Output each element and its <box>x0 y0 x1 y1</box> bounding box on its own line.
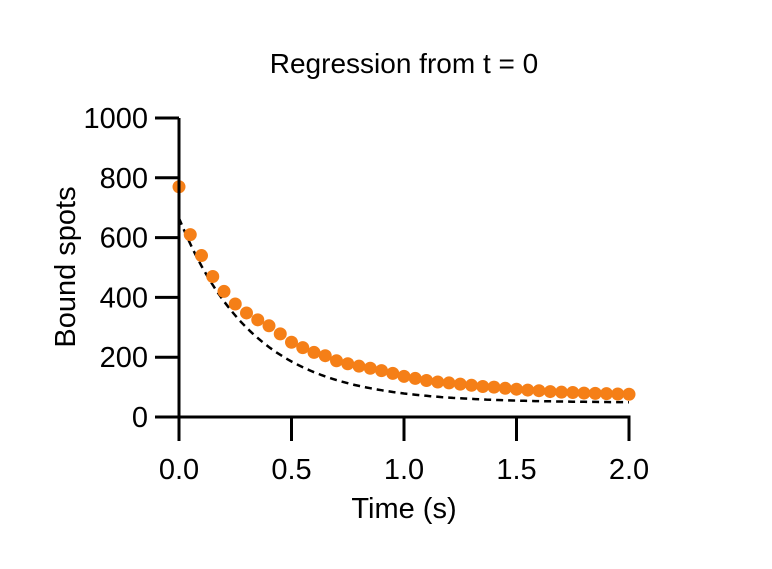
data-point <box>273 327 287 341</box>
data-point <box>228 297 242 311</box>
data-point <box>555 385 568 399</box>
x-tick-label: 1.5 <box>496 454 536 486</box>
data-point <box>566 385 580 399</box>
data-point <box>487 380 501 394</box>
data-point <box>352 359 366 373</box>
data-point <box>442 376 456 390</box>
data-point <box>498 381 512 395</box>
data-point <box>251 313 265 327</box>
x-tick-label: 0.0 <box>159 454 199 486</box>
data-points-layer <box>172 180 636 401</box>
data-point <box>386 366 400 380</box>
data-point <box>262 319 276 333</box>
data-point <box>521 383 535 397</box>
data-point <box>408 371 422 385</box>
data-point <box>341 357 355 371</box>
data-point <box>285 335 298 349</box>
fit-curve-layer <box>177 217 629 404</box>
y-axis-label: Bound spots <box>50 186 82 347</box>
x-tick-label: 2.0 <box>609 454 649 486</box>
data-point <box>330 354 343 368</box>
data-point <box>476 380 490 394</box>
data-point <box>588 386 602 400</box>
axes: 0 200 400 600 800 1000 0.0 0.5 1.0 1.5 2.0 <box>83 103 649 486</box>
y-tick-label: 600 <box>100 223 148 255</box>
data-point <box>206 269 220 283</box>
data-point <box>431 375 445 389</box>
data-point <box>240 306 253 320</box>
data-point <box>318 349 332 363</box>
data-point <box>622 387 636 401</box>
data-point <box>183 228 197 242</box>
data-point <box>363 361 377 375</box>
data-point <box>195 249 208 263</box>
data-point <box>420 374 433 388</box>
fit-curve <box>177 217 629 404</box>
data-point <box>532 384 546 398</box>
data-point <box>510 382 523 396</box>
x-axis-label: Time (s) <box>351 493 456 525</box>
data-point <box>577 386 591 400</box>
y-tick-label: 1000 <box>83 103 148 135</box>
data-point <box>543 385 557 399</box>
y-tick-label: 400 <box>100 282 148 314</box>
data-point <box>600 387 613 401</box>
y-tick-label: 800 <box>100 163 148 195</box>
y-tick-label: 200 <box>100 342 148 374</box>
chart-title: Regression from t = 0 <box>270 48 538 79</box>
data-point <box>397 369 411 383</box>
data-point <box>296 341 310 355</box>
data-point <box>217 284 231 298</box>
data-point <box>307 345 321 359</box>
data-point <box>453 377 467 391</box>
data-point <box>611 387 625 401</box>
x-tick-label: 0.5 <box>271 454 311 486</box>
data-point <box>465 378 478 392</box>
y-tick-label: 0 <box>132 402 148 434</box>
data-point <box>375 364 388 378</box>
x-tick-label: 1.0 <box>384 454 424 486</box>
